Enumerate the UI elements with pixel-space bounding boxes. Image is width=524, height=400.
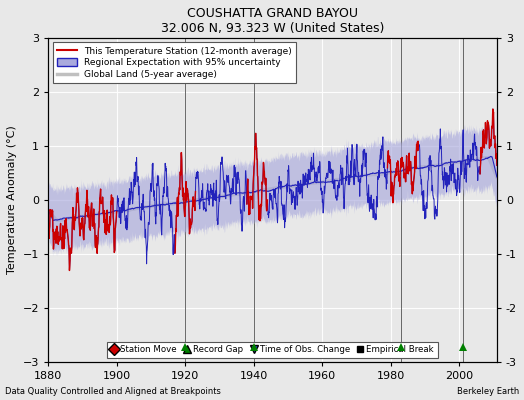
Y-axis label: Temperature Anomaly (°C): Temperature Anomaly (°C) bbox=[7, 125, 17, 274]
Legend: Station Move, Record Gap, Time of Obs. Change, Empirical Break: Station Move, Record Gap, Time of Obs. C… bbox=[107, 342, 438, 358]
Title: COUSHATTA GRAND BAYOU
32.006 N, 93.323 W (United States): COUSHATTA GRAND BAYOU 32.006 N, 93.323 W… bbox=[161, 7, 384, 35]
Text: Data Quality Controlled and Aligned at Breakpoints: Data Quality Controlled and Aligned at B… bbox=[5, 387, 221, 396]
Text: Berkeley Earth: Berkeley Earth bbox=[456, 387, 519, 396]
